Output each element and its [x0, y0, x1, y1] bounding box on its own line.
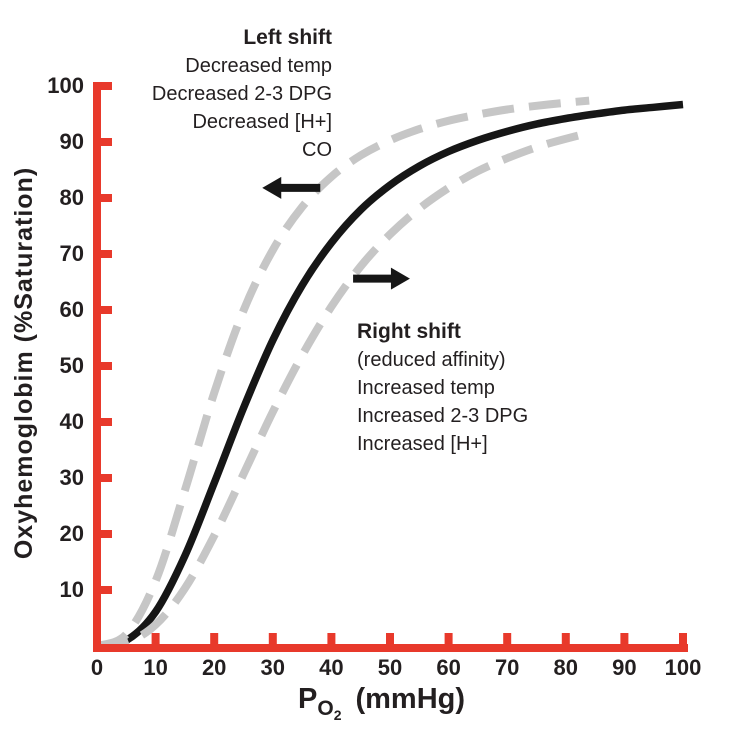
- x-tick-label: 40: [319, 655, 344, 680]
- x-tick-label: 60: [436, 655, 461, 680]
- x-tick-mark: [327, 633, 336, 644]
- y-tick-label: 80: [59, 185, 84, 210]
- y-tick-mark: [101, 138, 112, 146]
- x-tick-label: 90: [612, 655, 637, 680]
- y-tick-label: 40: [59, 409, 84, 434]
- x-tick-mark: [620, 633, 629, 644]
- x-tick-mark: [561, 633, 570, 644]
- shift-arrows-layer: [262, 176, 410, 290]
- x-tick-label: 50: [377, 655, 403, 680]
- right-shift-heading: Right shift: [357, 320, 461, 343]
- x-tick-label: 30: [260, 655, 286, 680]
- y-tick-mark: [101, 362, 112, 370]
- annotation-line: Decreased 2-3 DPG: [151, 83, 332, 105]
- right-shift-arrow: [390, 267, 410, 290]
- x-tick-label: 70: [494, 655, 520, 680]
- x-axis-subscript: O: [317, 697, 334, 720]
- y-tick-mark: [101, 530, 112, 538]
- left-shift-heading: Left shift: [243, 26, 332, 49]
- y-tick-mark: [101, 194, 112, 202]
- x-tick-mark: [151, 633, 160, 644]
- x-tick-label: 20: [201, 655, 227, 680]
- right-shift-annotation: Right shift (reduced affinity) Increased…: [357, 318, 597, 458]
- x-tick-mark: [268, 633, 277, 644]
- x-axis-unit: (mmHg): [355, 683, 466, 715]
- y-tick-label: 70: [59, 241, 84, 266]
- annotation-line: Increased temp: [357, 377, 495, 399]
- left-shift-arrow: [262, 176, 282, 199]
- annotation-line: Increased [H+]: [357, 433, 488, 455]
- x-axis-subsubscript: 2: [333, 707, 342, 723]
- curve-left-shifted-curve: [95, 96, 590, 650]
- y-axis-title: Oxyhemoglobim (%Saturation): [10, 166, 38, 560]
- x-tick-mark: [210, 633, 219, 644]
- curve-right-shifted-curve: [96, 130, 585, 650]
- y-tick-mark: [101, 418, 112, 426]
- y-tick-mark: [101, 474, 112, 482]
- x-tick-label: 80: [553, 655, 579, 680]
- x-tick-mark: [679, 633, 687, 644]
- annotation-line: (reduced affinity): [357, 349, 506, 371]
- x-axis-title: PO2 (mmHg): [298, 683, 466, 723]
- annotation-line: CO: [302, 139, 332, 161]
- y-tick-mark: [101, 82, 112, 90]
- x-tick-label: 10: [143, 655, 168, 680]
- y-tick-label: 60: [59, 297, 84, 322]
- y-tick-mark: [101, 586, 112, 594]
- y-tick-label: 100: [47, 73, 84, 98]
- y-tick-mark: [101, 250, 112, 258]
- y-tick-label: 90: [59, 129, 84, 154]
- x-axis-symbol: P: [298, 683, 318, 715]
- x-tick-label: 100: [664, 655, 702, 680]
- y-tick-label: 10: [59, 577, 84, 602]
- annotation-line: Decreased temp: [185, 55, 332, 77]
- y-axis-line: [93, 82, 101, 652]
- y-tick-label: 20: [59, 521, 84, 546]
- left-shift-annotation: Left shift Decreased temp Decreased 2-3 …: [96, 24, 332, 164]
- x-tick-label: 0: [90, 655, 104, 680]
- annotation-line: Increased 2-3 DPG: [357, 405, 529, 427]
- x-tick-mark: [503, 633, 512, 644]
- y-tick-label: 30: [59, 465, 84, 490]
- y-tick-mark: [101, 306, 112, 314]
- annotation-line: Decreased [H+]: [192, 111, 332, 133]
- x-axis-line: [93, 644, 688, 652]
- curve-normal-curve: [96, 100, 684, 650]
- axes-layer: [93, 82, 688, 652]
- y-tick-label: 50: [59, 353, 84, 378]
- x-tick-mark: [444, 633, 453, 644]
- curves-layer: [95, 96, 684, 650]
- x-tick-mark: [386, 633, 394, 644]
